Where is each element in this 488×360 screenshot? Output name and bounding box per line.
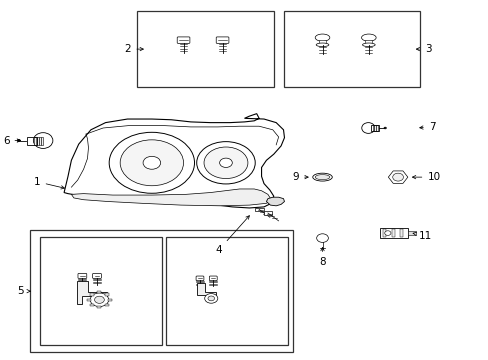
Bar xyxy=(97,291,101,293)
Ellipse shape xyxy=(120,140,183,186)
Bar xyxy=(383,229,385,237)
Bar xyxy=(87,299,91,301)
FancyBboxPatch shape xyxy=(92,273,101,278)
Circle shape xyxy=(383,127,386,129)
Text: 3: 3 xyxy=(415,44,430,54)
Bar xyxy=(166,237,288,345)
Ellipse shape xyxy=(362,43,374,46)
Bar xyxy=(365,40,371,43)
Bar xyxy=(407,231,415,235)
Polygon shape xyxy=(71,189,271,206)
FancyBboxPatch shape xyxy=(177,37,189,43)
Bar xyxy=(41,136,43,145)
Bar xyxy=(370,125,379,131)
Bar xyxy=(319,40,325,43)
Text: 5: 5 xyxy=(18,286,30,296)
FancyBboxPatch shape xyxy=(216,37,228,43)
Circle shape xyxy=(90,293,108,307)
Ellipse shape xyxy=(315,175,329,180)
Circle shape xyxy=(219,158,232,167)
Text: 8: 8 xyxy=(319,247,325,267)
Ellipse shape xyxy=(109,132,194,193)
Text: 9: 9 xyxy=(292,172,307,182)
Bar xyxy=(400,229,402,237)
Ellipse shape xyxy=(361,123,374,134)
Text: 10: 10 xyxy=(411,172,440,182)
Circle shape xyxy=(94,296,104,303)
Ellipse shape xyxy=(312,173,331,181)
FancyBboxPatch shape xyxy=(78,273,86,278)
Bar xyxy=(90,304,94,306)
Polygon shape xyxy=(266,197,284,206)
Ellipse shape xyxy=(315,34,329,41)
Circle shape xyxy=(204,293,217,303)
Bar xyxy=(372,125,373,131)
Bar xyxy=(254,208,263,211)
Bar xyxy=(26,136,37,145)
Bar xyxy=(263,211,272,215)
Bar xyxy=(104,304,108,306)
Bar xyxy=(104,293,108,296)
Text: 4: 4 xyxy=(215,216,249,255)
Ellipse shape xyxy=(361,34,375,41)
Bar xyxy=(37,136,39,145)
Bar xyxy=(375,125,377,131)
Bar xyxy=(107,299,111,301)
Text: 11: 11 xyxy=(412,231,431,240)
Circle shape xyxy=(392,173,403,181)
Bar xyxy=(40,237,161,345)
Ellipse shape xyxy=(203,147,247,179)
Bar xyxy=(379,229,407,238)
Polygon shape xyxy=(197,283,216,295)
Text: 6: 6 xyxy=(3,136,20,145)
Ellipse shape xyxy=(196,141,255,184)
Bar xyxy=(137,12,273,87)
Bar xyxy=(90,293,94,296)
Circle shape xyxy=(207,296,214,301)
Circle shape xyxy=(143,156,160,169)
Bar xyxy=(391,229,394,237)
Text: 7: 7 xyxy=(419,122,434,132)
Bar xyxy=(34,136,36,145)
Bar xyxy=(39,136,41,145)
Text: 1: 1 xyxy=(34,177,64,189)
Polygon shape xyxy=(77,281,106,304)
Circle shape xyxy=(17,139,20,142)
Circle shape xyxy=(384,231,390,235)
Ellipse shape xyxy=(33,133,53,148)
FancyBboxPatch shape xyxy=(196,276,203,281)
Circle shape xyxy=(316,234,328,242)
Bar xyxy=(97,306,101,309)
Bar xyxy=(283,12,419,87)
Ellipse shape xyxy=(316,43,328,46)
Bar xyxy=(374,125,375,131)
Text: 2: 2 xyxy=(124,44,143,54)
FancyBboxPatch shape xyxy=(209,276,217,281)
Polygon shape xyxy=(64,114,284,208)
Bar xyxy=(30,230,293,352)
Polygon shape xyxy=(387,171,407,183)
